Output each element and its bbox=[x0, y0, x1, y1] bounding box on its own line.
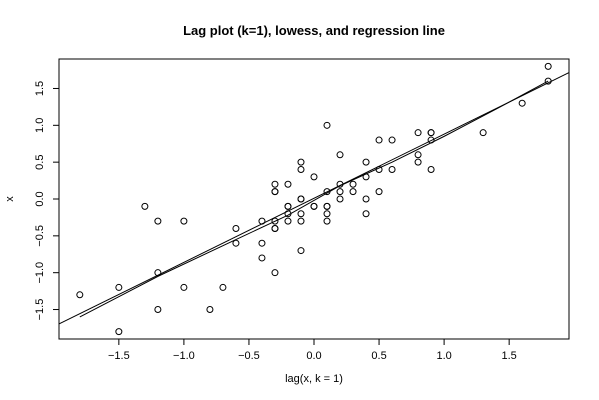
data-point bbox=[362, 210, 370, 218]
data-point bbox=[115, 328, 123, 336]
data-point bbox=[323, 121, 331, 129]
data-point bbox=[323, 202, 331, 210]
data-point bbox=[323, 188, 331, 196]
data-point bbox=[310, 173, 318, 181]
data-point bbox=[310, 202, 318, 210]
data-point bbox=[232, 239, 240, 247]
y-axis-label: x bbox=[4, 196, 16, 202]
data-point bbox=[154, 269, 162, 277]
data-point bbox=[427, 129, 435, 137]
data-point bbox=[479, 129, 487, 137]
data-point bbox=[284, 217, 292, 225]
data-point bbox=[336, 180, 344, 188]
y-tick-label: −0.5 bbox=[34, 225, 46, 247]
plot-area bbox=[59, 62, 569, 336]
data-point bbox=[297, 158, 305, 166]
y-tick-label: 0.5 bbox=[34, 155, 46, 170]
data-point bbox=[284, 210, 292, 218]
chart-title: Lag plot (k=1), lowess, and regression l… bbox=[183, 23, 445, 38]
data-point bbox=[544, 62, 552, 70]
data-point bbox=[206, 306, 214, 314]
data-point bbox=[375, 166, 383, 174]
data-point bbox=[375, 136, 383, 144]
data-point bbox=[76, 291, 84, 299]
data-point bbox=[362, 195, 370, 203]
plot-frame bbox=[58, 58, 570, 340]
y-axis: −1.5 −1.0 −0.5 0.0 0.5 1.0 1.5 bbox=[34, 81, 59, 321]
x-axis: −1.5 −1.0 −0.5 0.0 0.5 1.0 1.5 bbox=[108, 339, 517, 362]
data-point bbox=[271, 269, 279, 277]
y-tick-label: −1.5 bbox=[34, 299, 46, 321]
data-point bbox=[115, 283, 123, 291]
y-tick-label: 1.0 bbox=[34, 118, 46, 133]
data-point bbox=[336, 195, 344, 203]
data-point bbox=[141, 202, 149, 210]
data-point bbox=[180, 283, 188, 291]
data-point bbox=[349, 188, 357, 196]
data-point bbox=[336, 188, 344, 196]
data-point bbox=[336, 151, 344, 159]
data-point bbox=[258, 217, 266, 225]
regression-line bbox=[59, 72, 569, 325]
data-point bbox=[271, 224, 279, 232]
data-point bbox=[414, 158, 422, 166]
data-point bbox=[544, 77, 552, 85]
x-tick-label: 0.0 bbox=[306, 350, 321, 362]
data-point bbox=[258, 239, 266, 247]
data-point bbox=[271, 188, 279, 196]
x-tick-label: −0.5 bbox=[238, 350, 260, 362]
data-point bbox=[414, 129, 422, 137]
data-point bbox=[297, 166, 305, 174]
data-point bbox=[427, 136, 435, 144]
data-point bbox=[232, 224, 240, 232]
data-point bbox=[297, 217, 305, 225]
data-point bbox=[297, 210, 305, 218]
data-point bbox=[362, 158, 370, 166]
data-point bbox=[154, 306, 162, 314]
data-point bbox=[323, 210, 331, 218]
x-tick-label: −1.5 bbox=[108, 350, 130, 362]
x-axis-label: lag(x, k = 1) bbox=[285, 373, 343, 385]
x-tick-label: −1.0 bbox=[173, 350, 195, 362]
data-point bbox=[427, 166, 435, 174]
data-point bbox=[518, 99, 526, 107]
data-point bbox=[180, 217, 188, 225]
y-tick-label: 1.5 bbox=[34, 81, 46, 96]
data-point bbox=[154, 217, 162, 225]
data-point bbox=[284, 202, 292, 210]
data-point bbox=[219, 283, 227, 291]
data-point bbox=[414, 151, 422, 159]
data-point bbox=[297, 247, 305, 255]
data-point bbox=[323, 217, 331, 225]
y-tick-label: 0.0 bbox=[34, 191, 46, 206]
x-tick-label: 1.5 bbox=[502, 350, 517, 362]
data-point bbox=[349, 180, 357, 188]
data-point bbox=[362, 173, 370, 181]
data-point bbox=[258, 254, 266, 262]
x-tick-label: 0.5 bbox=[371, 350, 386, 362]
data-point bbox=[271, 217, 279, 225]
y-tick-label: −1.0 bbox=[34, 262, 46, 284]
data-point bbox=[271, 180, 279, 188]
data-point bbox=[284, 180, 292, 188]
x-tick-label: 1.0 bbox=[436, 350, 451, 362]
lowess-curve bbox=[79, 80, 549, 318]
data-point bbox=[388, 166, 396, 174]
data-point bbox=[375, 188, 383, 196]
data-point bbox=[297, 195, 305, 203]
data-point bbox=[388, 136, 396, 144]
